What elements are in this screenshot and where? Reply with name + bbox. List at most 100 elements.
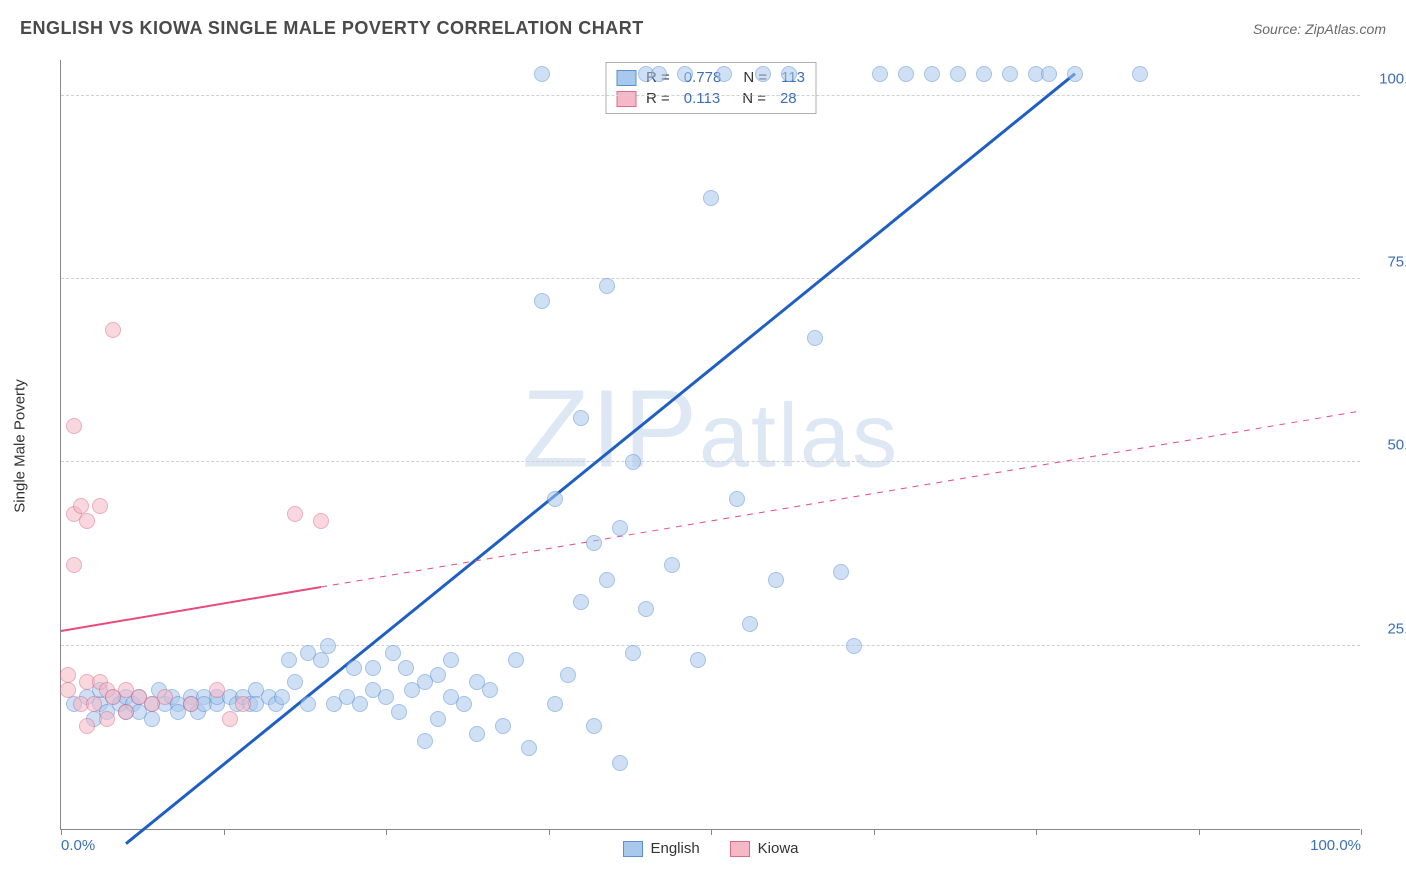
x-tick — [61, 829, 62, 835]
x-tick-label: 0.0% — [61, 837, 95, 854]
x-tick — [1361, 829, 1362, 835]
x-tick-label: 100.0% — [1310, 837, 1361, 854]
point-kiowa — [66, 557, 82, 573]
point-english — [1132, 66, 1148, 82]
chart-title: ENGLISH VS KIOWA SINGLE MALE POVERTY COR… — [20, 18, 644, 39]
point-kiowa — [235, 696, 251, 712]
point-kiowa — [183, 696, 199, 712]
point-english — [599, 278, 615, 294]
point-english — [430, 667, 446, 683]
point-english — [833, 564, 849, 580]
point-english — [599, 572, 615, 588]
point-english — [560, 667, 576, 683]
point-english — [482, 682, 498, 698]
x-tick — [711, 829, 712, 835]
plot-area: ZIPatlas R =0.778N =113R =0.113N =28 Eng… — [60, 60, 1360, 830]
point-english — [690, 652, 706, 668]
bottom-legend-label: Kiowa — [758, 840, 799, 857]
trend-line-kiowa-extrapolated — [321, 411, 1361, 587]
point-english — [651, 66, 667, 82]
y-axis-label: Single Male Poverty — [12, 379, 29, 512]
point-english — [612, 755, 628, 771]
point-english — [573, 594, 589, 610]
point-english — [385, 645, 401, 661]
point-english — [742, 616, 758, 632]
point-kiowa — [105, 322, 121, 338]
x-tick — [1199, 829, 1200, 835]
y-tick-label: 50.0% — [1370, 437, 1406, 454]
point-english — [398, 660, 414, 676]
point-english — [443, 652, 459, 668]
point-kiowa — [118, 704, 134, 720]
point-english — [313, 652, 329, 668]
point-kiowa — [222, 711, 238, 727]
point-kiowa — [157, 689, 173, 705]
point-english — [547, 696, 563, 712]
x-tick — [549, 829, 550, 835]
point-english — [320, 638, 336, 654]
point-english — [521, 740, 537, 756]
x-tick — [224, 829, 225, 835]
y-tick-label: 25.0% — [1370, 620, 1406, 637]
point-english — [573, 410, 589, 426]
trend-line-kiowa — [61, 587, 321, 631]
point-english — [144, 711, 160, 727]
point-english — [274, 689, 290, 705]
point-kiowa — [92, 498, 108, 514]
point-english — [703, 190, 719, 206]
bottom-legend-label: English — [650, 840, 699, 857]
point-english — [755, 66, 771, 82]
legend-swatch — [730, 841, 750, 857]
point-kiowa — [79, 513, 95, 529]
point-english — [495, 718, 511, 734]
point-english — [346, 660, 362, 676]
trend-layer — [61, 59, 1361, 829]
point-english — [287, 674, 303, 690]
chart-source: Source: ZipAtlas.com — [1253, 21, 1386, 37]
point-english — [534, 66, 550, 82]
point-kiowa — [60, 682, 76, 698]
point-english — [391, 704, 407, 720]
series-legend: English Kiowa — [622, 840, 798, 857]
point-english — [469, 726, 485, 742]
bottom-legend-item: English — [622, 840, 699, 857]
point-english — [625, 454, 641, 470]
point-english — [547, 491, 563, 507]
point-english — [1067, 66, 1083, 82]
point-english — [281, 652, 297, 668]
point-english — [807, 330, 823, 346]
point-english — [781, 66, 797, 82]
point-english — [417, 733, 433, 749]
point-kiowa — [99, 711, 115, 727]
point-english — [768, 572, 784, 588]
point-english — [352, 696, 368, 712]
point-english — [534, 293, 550, 309]
point-english — [729, 491, 745, 507]
point-english — [508, 652, 524, 668]
x-tick — [1036, 829, 1037, 835]
y-tick-label: 75.0% — [1370, 254, 1406, 271]
x-tick — [386, 829, 387, 835]
point-english — [586, 535, 602, 551]
point-english — [898, 66, 914, 82]
point-english — [456, 696, 472, 712]
point-english — [716, 66, 732, 82]
point-english — [846, 638, 862, 654]
point-kiowa — [209, 682, 225, 698]
bottom-legend-item: Kiowa — [730, 840, 799, 857]
point-english — [677, 66, 693, 82]
point-english — [664, 557, 680, 573]
point-english — [1041, 66, 1057, 82]
point-kiowa — [60, 667, 76, 683]
x-tick — [874, 829, 875, 835]
point-english — [378, 689, 394, 705]
point-kiowa — [313, 513, 329, 529]
point-english — [625, 645, 641, 661]
point-english — [612, 520, 628, 536]
point-kiowa — [79, 718, 95, 734]
point-kiowa — [66, 418, 82, 434]
point-kiowa — [287, 506, 303, 522]
point-english — [430, 711, 446, 727]
point-english — [924, 66, 940, 82]
point-english — [950, 66, 966, 82]
